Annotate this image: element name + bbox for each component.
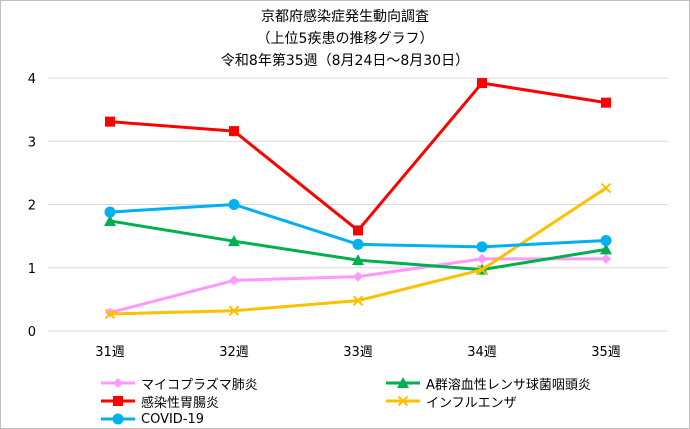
data-point-1 bbox=[601, 253, 611, 264]
chart-title-line-1: 京都府感染症発生動向調査 bbox=[261, 9, 429, 25]
data-point-1 bbox=[229, 275, 239, 286]
x-tick-label: 34週 bbox=[467, 345, 497, 360]
data-point-2 bbox=[228, 235, 240, 247]
data-point-5 bbox=[476, 241, 488, 253]
x-tick-label: 35週 bbox=[591, 345, 621, 360]
data-point-3 bbox=[601, 97, 611, 108]
data-point-4 bbox=[476, 264, 488, 275]
legend-marker bbox=[113, 396, 123, 406]
x-tick-label: 31週 bbox=[95, 345, 125, 360]
data-point-3 bbox=[353, 225, 363, 236]
series-line-1 bbox=[109, 257, 606, 315]
data-point-3 bbox=[477, 78, 487, 89]
y-tick-label: 1 bbox=[28, 262, 36, 277]
legend-label: COVID-19 bbox=[141, 411, 205, 427]
legend-swatch bbox=[101, 396, 135, 406]
data-point-2 bbox=[104, 214, 116, 226]
data-point-4 bbox=[228, 305, 240, 316]
legend-swatch bbox=[101, 413, 135, 425]
legend-item: A群溶血性レンサ球菌咽頭炎 bbox=[385, 374, 591, 393]
data-point-4 bbox=[600, 182, 612, 194]
legend-swatch bbox=[386, 395, 420, 407]
legend-swatch bbox=[101, 378, 135, 388]
x-tick-label: 33週 bbox=[343, 345, 373, 360]
y-tick-label: 0 bbox=[28, 325, 36, 340]
legend-marker bbox=[112, 413, 124, 425]
legend-label: A群溶血性レンサ球菌咽頭炎 bbox=[426, 377, 591, 393]
data-point-2 bbox=[600, 243, 612, 255]
legend-marker bbox=[397, 395, 409, 407]
legend-marker bbox=[113, 378, 123, 388]
chart-title-line-2: （上位5疾患の推移グラフ） bbox=[256, 31, 434, 47]
legend-item: インフルエンザ bbox=[385, 392, 517, 411]
data-point-3 bbox=[105, 116, 115, 127]
legend-marker bbox=[397, 377, 409, 388]
y-tick-label: 2 bbox=[28, 199, 36, 214]
x-tick-label: 32週 bbox=[219, 345, 249, 360]
legend-label: マイコプラズマ肺炎 bbox=[141, 377, 258, 393]
chart-legend: マイコプラズマ肺炎 A群溶血性レンサ球菌咽頭炎感染性胃腸炎 インフルエンザ COVID… bbox=[100, 374, 680, 428]
legend-item: マイコプラズマ肺炎 bbox=[100, 374, 258, 393]
legend-swatch bbox=[386, 377, 420, 388]
data-point-1 bbox=[477, 253, 487, 264]
y-tick-label: 3 bbox=[28, 135, 36, 150]
y-tick-label: 4 bbox=[28, 72, 36, 87]
legend-label: 感染性胃腸炎 bbox=[141, 395, 220, 411]
data-point-5 bbox=[228, 199, 240, 210]
data-point-5 bbox=[352, 238, 364, 250]
data-point-4 bbox=[104, 308, 116, 320]
data-point-5 bbox=[104, 206, 116, 218]
data-point-5 bbox=[600, 235, 612, 247]
chart-title-line-3: 令和8年第35週（8月24日～8月30日） bbox=[220, 53, 470, 69]
data-point-4 bbox=[352, 295, 364, 306]
legend-item: COVID-19 bbox=[100, 410, 204, 428]
legend-label: インフルエンザ bbox=[426, 395, 517, 411]
data-point-2 bbox=[352, 254, 364, 266]
data-point-1 bbox=[353, 271, 363, 282]
data-point-3 bbox=[229, 126, 239, 137]
legend-item: 感染性胃腸炎 bbox=[100, 392, 220, 411]
